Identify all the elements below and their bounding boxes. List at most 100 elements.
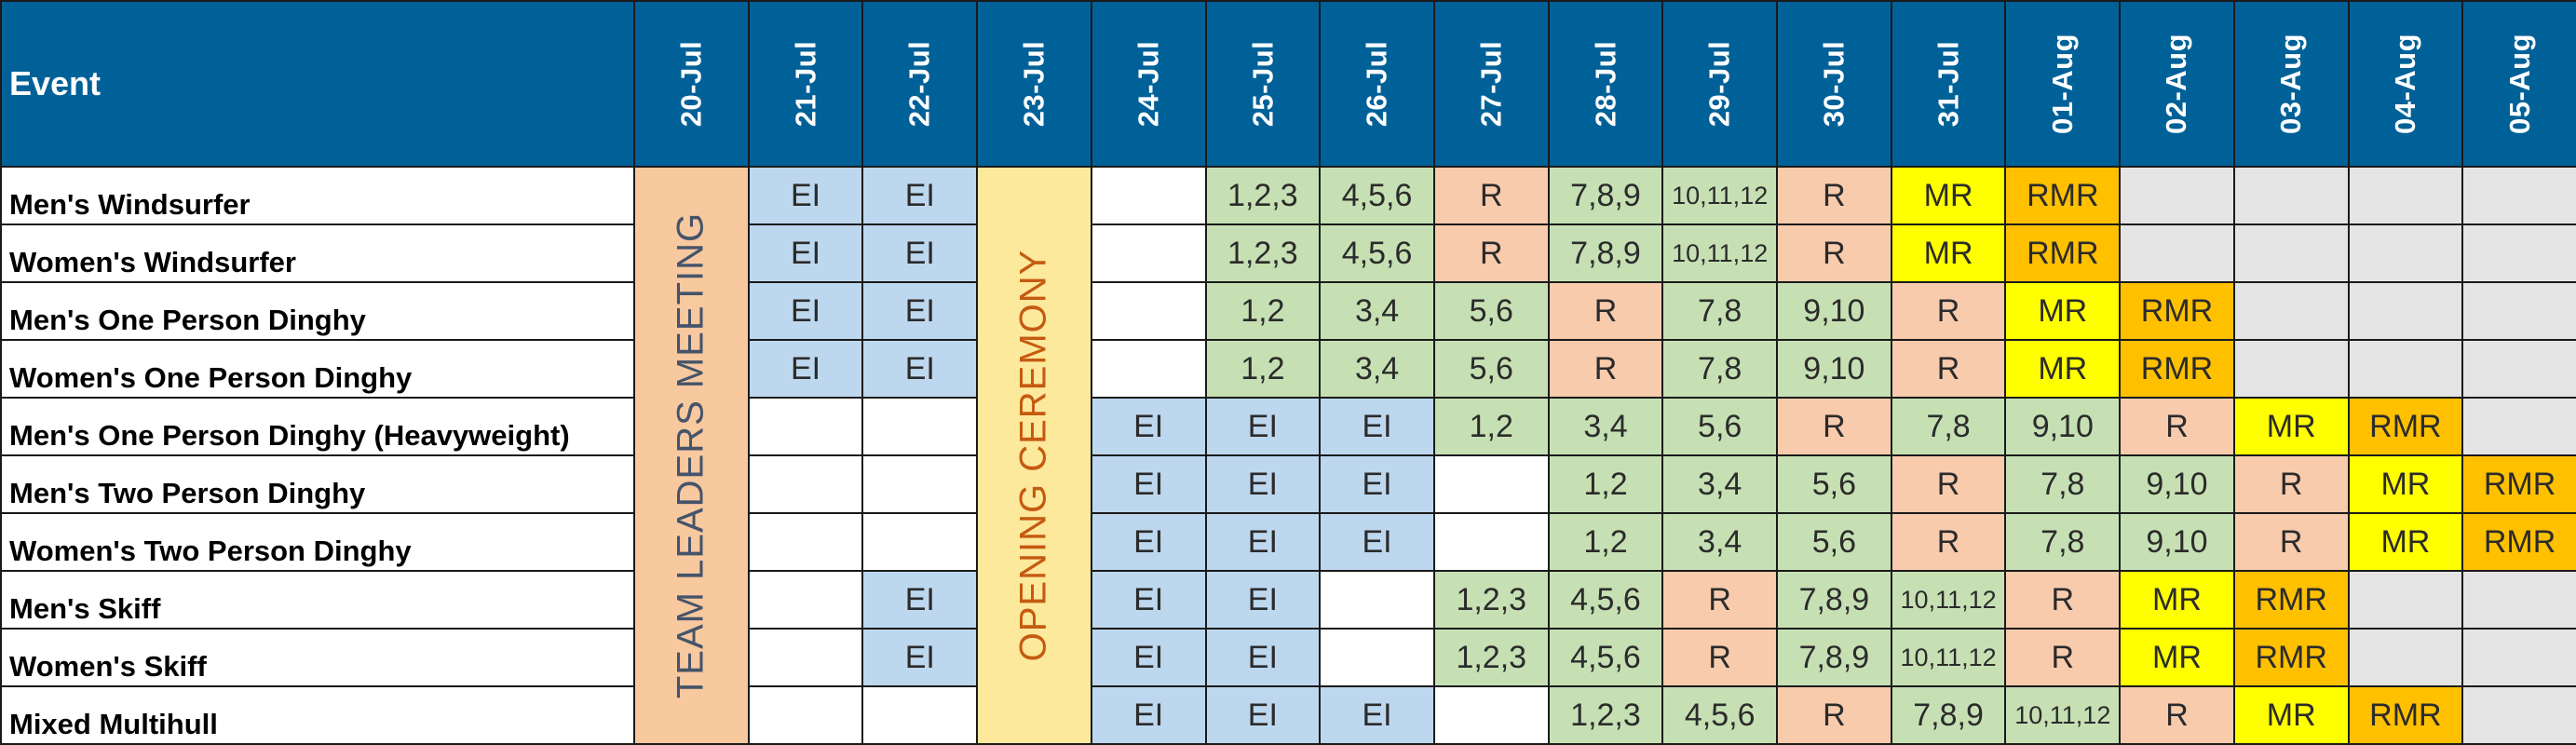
date-header-label: 04-Aug	[2388, 33, 2421, 135]
schedule-cell: MR	[2347, 454, 2464, 514]
no-event-cell	[2119, 166, 2235, 225]
date-header: 02-Aug	[2119, 0, 2235, 168]
no-event-cell	[2461, 397, 2576, 456]
schedule-cell: R	[1890, 512, 2007, 572]
date-header: 05-Aug	[2461, 0, 2576, 168]
empty-cell	[861, 685, 979, 745]
schedule-cell: 1,2,3	[1204, 166, 1322, 225]
schedule-cell: EI	[1204, 512, 1322, 572]
schedule-cell: EI	[1204, 570, 1322, 630]
schedule-cell: R	[1776, 685, 1892, 745]
schedule-cell: RMR	[2232, 628, 2350, 687]
schedule-cell: MR	[2347, 512, 2464, 572]
schedule-cell: EI	[1319, 454, 1435, 514]
schedule-cell: 4,5,6	[1547, 570, 1664, 630]
date-header-label: 01-Aug	[2045, 33, 2079, 135]
schedule-cell: 1,2,3	[1432, 628, 1550, 687]
date-header: 03-Aug	[2232, 0, 2350, 168]
schedule-cell: EI	[1090, 628, 1207, 687]
date-header-label: 20-Jul	[674, 40, 708, 128]
schedule-cell: EI	[861, 224, 979, 283]
schedule-cell: 10,11,12	[1890, 570, 2007, 630]
schedule-cell: EI	[747, 166, 864, 225]
table-row: Women's Skiff EI EI EI 1,2,3 4,5,6 R 7,8,9 10,11…	[0, 628, 2576, 687]
schedule-cell: R	[1890, 339, 2007, 399]
date-header-label: 23-Jul	[1017, 40, 1051, 128]
schedule-cell: 7,8	[1661, 281, 1779, 341]
empty-cell	[747, 512, 864, 572]
schedule-cell: 3,4	[1547, 397, 1664, 456]
no-event-cell	[2461, 570, 2576, 630]
date-header-label: 31-Jul	[1932, 40, 1965, 128]
schedule-cell: RMR	[2119, 339, 2235, 399]
schedule-cell: EI	[1090, 685, 1207, 745]
schedule-cell: MR	[2232, 685, 2350, 745]
schedule-cell: EI	[1090, 512, 1207, 572]
schedule-cell: MR	[1890, 224, 2007, 283]
no-event-cell	[2232, 224, 2350, 283]
schedule-cell: 10,11,12	[1661, 166, 1779, 225]
event-name: Men's One Person Dinghy	[0, 281, 635, 341]
schedule-cell: 3,4	[1319, 339, 1435, 399]
schedule-cell: R	[2232, 454, 2350, 514]
team-leaders-meeting-banner: TEAM LEADERS MEETING	[633, 166, 750, 745]
empty-cell	[1319, 570, 1435, 630]
schedule-cell: 7,8	[2004, 512, 2122, 572]
schedule-cell: R	[1661, 628, 1779, 687]
schedule-cell: 7,8	[1661, 339, 1779, 399]
team-leaders-meeting-label: TEAM LEADERS MEETING	[670, 211, 712, 699]
schedule-cell: 3,4	[1661, 454, 1779, 514]
empty-cell	[861, 454, 979, 514]
empty-cell	[1432, 685, 1550, 745]
date-header: 21-Jul	[747, 0, 864, 168]
schedule-cell: 7,8,9	[1890, 685, 2007, 745]
schedule-cell: R	[2004, 628, 2122, 687]
schedule-cell: 1,2,3	[1547, 685, 1664, 745]
schedule-cell: 1,2	[1204, 339, 1322, 399]
event-name: Men's Skiff	[0, 570, 635, 630]
empty-cell	[1432, 512, 1550, 572]
no-event-cell	[2232, 166, 2350, 225]
schedule-cell: 4,5,6	[1319, 224, 1435, 283]
date-header-label: 30-Jul	[1817, 40, 1851, 128]
schedule-cell: EI	[861, 570, 979, 630]
no-event-cell	[2347, 628, 2464, 687]
date-header: 26-Jul	[1319, 0, 1435, 168]
schedule-cell: 7,8,9	[1776, 570, 1892, 630]
opening-ceremony-banner: OPENING CEREMONY	[976, 166, 1092, 745]
no-event-cell	[2347, 281, 2464, 341]
empty-cell	[747, 454, 864, 514]
no-event-cell	[2461, 166, 2576, 225]
event-name: Men's Two Person Dinghy	[0, 454, 635, 514]
event-name: Mixed Multihull	[0, 685, 635, 745]
schedule-cell: EI	[1204, 628, 1322, 687]
date-header: 28-Jul	[1547, 0, 1664, 168]
date-header-label: 27-Jul	[1474, 40, 1508, 128]
schedule-cell: 1,2,3	[1432, 570, 1550, 630]
schedule-cell: MR	[2004, 339, 2122, 399]
date-header-label: 24-Jul	[1132, 40, 1165, 128]
schedule-cell: RMR	[2461, 512, 2576, 572]
date-header-label: 25-Jul	[1245, 40, 1279, 128]
schedule-cell: 9,10	[2119, 454, 2235, 514]
schedule-cell: EI	[861, 628, 979, 687]
date-header: 30-Jul	[1776, 0, 1892, 168]
table-row: Mixed Multihull EI EI EI 1,2,3 4,5,6 R 7,8,9 10,…	[0, 685, 2576, 745]
schedule-cell: R	[1547, 339, 1664, 399]
schedule-cell: R	[1776, 397, 1892, 456]
schedule-cell: R	[2119, 685, 2235, 745]
schedule-cell: 3,4	[1319, 281, 1435, 341]
table-row: Women's Windsurfer EI EI 1,2,3 4,5,6 R 7,8,9 10…	[0, 224, 2576, 283]
schedule-cell: 7,8,9	[1547, 166, 1664, 225]
schedule-cell: R	[1547, 281, 1664, 341]
schedule-cell: 7,8,9	[1547, 224, 1664, 283]
date-header-label: 05-Aug	[2502, 33, 2536, 135]
empty-cell	[1319, 628, 1435, 687]
schedule-cell: 9,10	[1776, 339, 1892, 399]
no-event-cell	[2461, 685, 2576, 745]
empty-cell	[1090, 166, 1207, 225]
event-name: Men's Windsurfer	[0, 166, 635, 225]
schedule-cell: 4,5,6	[1547, 628, 1664, 687]
schedule-cell: EI	[1204, 454, 1322, 514]
event-name: Women's One Person Dinghy	[0, 339, 635, 399]
